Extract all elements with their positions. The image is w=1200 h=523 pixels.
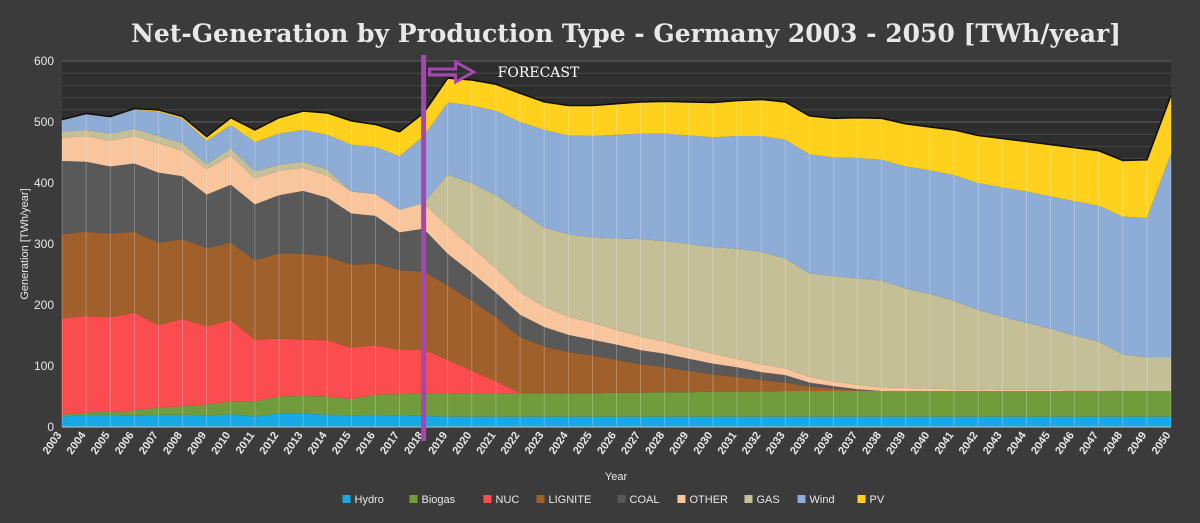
legend-label-hydro: Hydro (355, 494, 384, 506)
y-tick-label: 400 (34, 176, 54, 190)
legend-swatch-biogas (409, 495, 418, 503)
legend-swatch-pv (857, 495, 866, 503)
forecast-arrow-icon (428, 59, 477, 85)
total-outline (61, 77, 1172, 162)
legend-swatch-hydro (342, 495, 351, 503)
y-tick-label: 0 (47, 420, 54, 434)
y-tick-label: 200 (34, 298, 54, 312)
area-wind (62, 102, 1171, 358)
legend-swatch-coal (617, 495, 626, 503)
legend-swatch-wind (797, 495, 806, 503)
area-pv (62, 78, 1171, 218)
legend: Hydro Biogas NUC LIGNITE COAL OTHER GAS Wind PV (342, 494, 885, 506)
area-coal (62, 161, 1171, 391)
legend-label-biogas: Biogas (422, 494, 456, 506)
forecast-label: FORECAST (498, 65, 580, 81)
area-gas (62, 128, 1171, 391)
legend-swatch-gas (744, 495, 753, 503)
area-layer (61, 77, 1172, 427)
legend-label-gas: GAS (757, 494, 780, 506)
area-hydro (62, 413, 1171, 427)
legend-label-nuc: NUC (496, 494, 520, 506)
y-tick-label: 300 (34, 237, 54, 251)
legend-label-wind: Wind (810, 494, 835, 506)
chart-title: Net-Generation by Production Type - Germ… (131, 19, 1121, 48)
y-tick-label: 600 (34, 54, 54, 68)
legend-swatch-lignite (536, 495, 545, 503)
y-tick-label: 500 (34, 115, 54, 129)
legend-label-pv: PV (870, 494, 885, 506)
legend-swatch-other (677, 495, 686, 503)
area-nuc (62, 312, 1171, 415)
area-lignite (62, 231, 1171, 394)
x-axis-label: Year (605, 471, 628, 483)
legend-label-lignite: LIGNITE (549, 494, 592, 506)
y-tick-label: 100 (34, 359, 54, 373)
forecast-annotation: FORECAST (421, 55, 580, 441)
area-biogas (62, 391, 1171, 417)
legend-swatch-nuc (483, 495, 492, 503)
legend-label-coal: COAL (630, 494, 660, 506)
area-other (62, 136, 1171, 391)
y-axis-label: Generation [TWh/year] (19, 188, 31, 299)
legend-label-other: OTHER (690, 494, 729, 506)
